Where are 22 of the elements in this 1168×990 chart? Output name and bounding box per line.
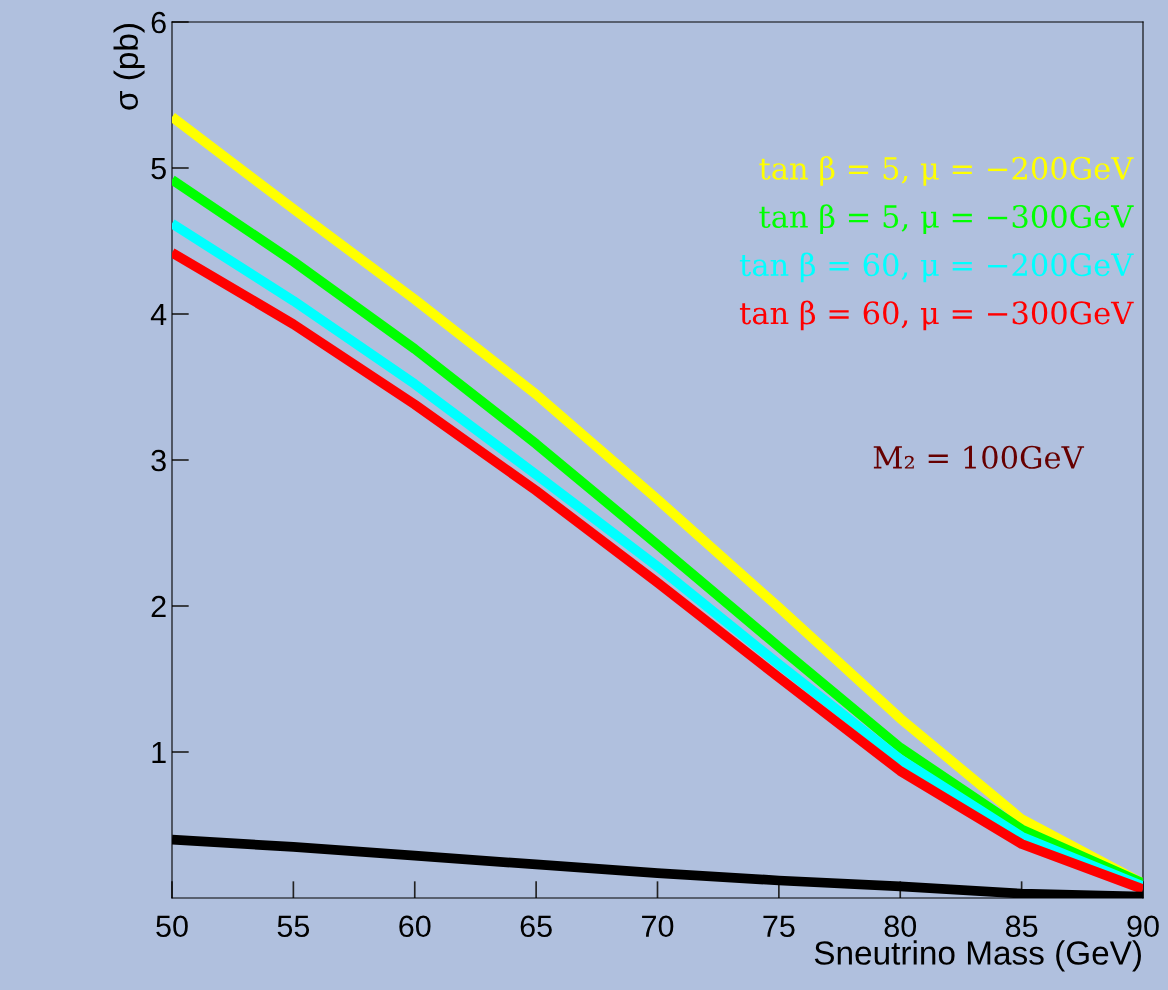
- y-tick-label: 4: [150, 304, 167, 326]
- x-tick-label: 85: [1005, 915, 1038, 938]
- text: tan β = 60, μ = −200GeV: [739, 252, 1134, 283]
- y-tick-label: 5: [151, 158, 166, 180]
- annotation: M₂ = 100GeV: [873, 445, 1085, 469]
- x-tick-label: 55: [277, 915, 310, 938]
- x-tick-label: 65: [520, 915, 552, 938]
- text: tan β = 5, μ = −300GeV: [759, 204, 1134, 234]
- y-tick-label: 2: [151, 595, 166, 618]
- x-tick-label: 50: [156, 915, 188, 938]
- y-tick-label: 1: [152, 742, 166, 764]
- x-axis-title: Sneutrino Mass (GeV): [814, 940, 1141, 972]
- text: tan β = 5, μ = −200GeV: [759, 156, 1134, 186]
- text: tan β = 60, μ = −300GeV: [739, 300, 1134, 331]
- x-tick-label: 60: [399, 915, 431, 938]
- y-tick-label: 3: [151, 449, 166, 472]
- y-axis-title: σ (pb): [113, 24, 145, 110]
- x-tick-label: 90: [1127, 915, 1159, 938]
- x-tick-label: 75: [763, 915, 795, 938]
- x-tick-label: 80: [884, 915, 917, 938]
- y-tick-label: 6: [151, 11, 166, 34]
- x-tick-label: 70: [642, 915, 674, 938]
